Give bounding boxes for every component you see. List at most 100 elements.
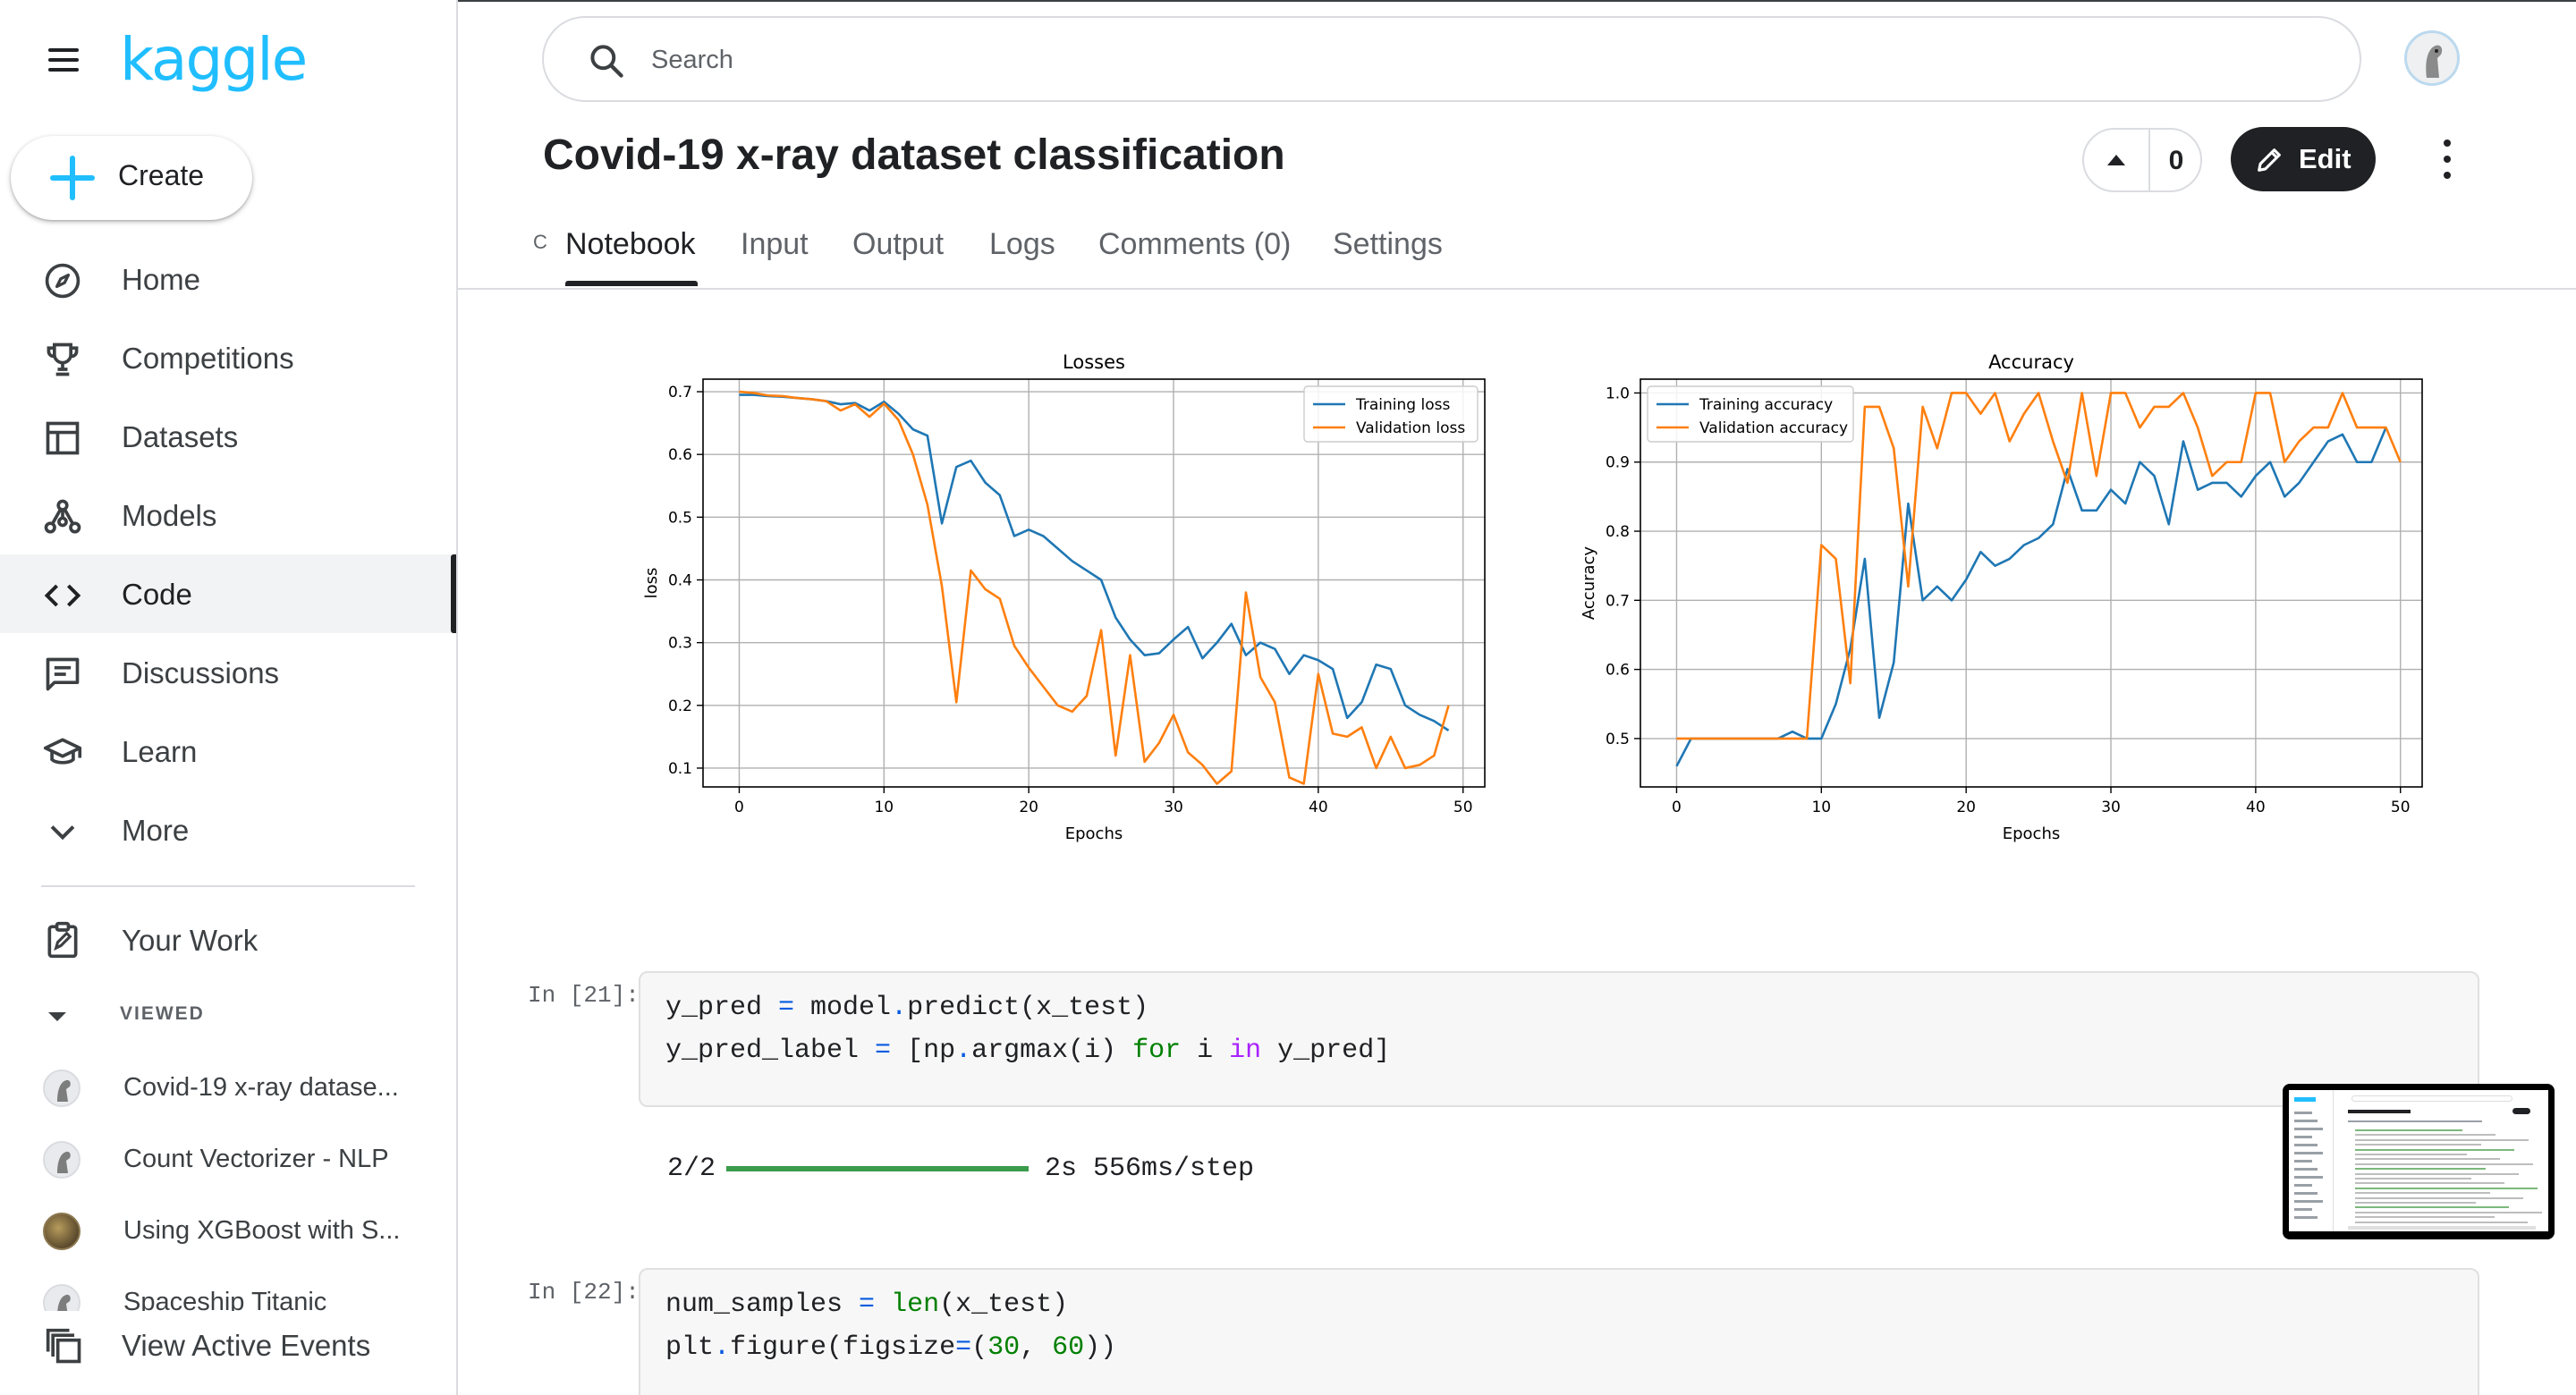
thumb-log-line [2355,1148,2514,1151]
tab-comments[interactable]: Comments (0) [1098,227,1292,261]
tab-logs[interactable]: Logs [989,227,1055,261]
code-line: num_samples = len(x_test) [665,1289,1068,1320]
viewed-item[interactable]: Count Vectorizer - NLP [0,1129,456,1191]
code-cell[interactable]: y_pred = model.predict(x_test) y_pred_lab… [639,971,2479,1107]
thumb-log-line [2355,1206,2509,1209]
code-token: num_samples [665,1289,860,1320]
sidebar-item-models[interactable]: Models [0,476,456,554]
thumb-log-line [2355,1192,2490,1195]
y-tick-label: 1.0 [1606,385,1630,402]
code-token: figure(figsize [730,1332,956,1363]
code-token: ( [971,1332,988,1363]
search-input[interactable] [651,39,2261,80]
tab-notebook[interactable]: Notebook [565,227,696,261]
chart-legend: Training accuracy Validation accuracy [1647,385,1854,443]
tab-input[interactable]: Input [741,227,809,261]
thumb-edit-button [2512,1108,2530,1114]
x-axis-label: Epochs [1065,824,1123,843]
viewed-item[interactable]: Using XGBoost with S... [0,1200,456,1263]
thumb-log-line [2355,1182,2504,1185]
code-cell[interactable]: num_samples = len(x_test) plt.figure(figs… [639,1268,2479,1395]
sidebar-item-label: Datasets [122,420,239,453]
create-button[interactable]: Create [11,136,252,220]
vote-count: 0 [2168,146,2184,175]
your-work-label: Your Work [122,924,258,957]
tab-scroll-prefix: C [533,231,547,253]
sidebar-item-your-work[interactable]: Your Work [0,900,456,979]
trophy-icon [47,342,79,376]
y-tick-label: 0.7 [668,384,692,402]
chart-legend: Training loss Validation loss [1303,385,1479,443]
more-options-icon[interactable] [2429,134,2465,184]
legend-label: Validation accuracy [1699,419,1848,437]
thumb-log-line [2355,1168,2486,1171]
kaggle-logo[interactable]: kaggle [120,25,308,94]
y-tick-label: 0.2 [668,698,692,715]
view-active-events-label: View Active Events [122,1329,371,1362]
code-token: . [955,1036,972,1066]
code-token: )) [1084,1332,1117,1363]
thumb-sidebar-line [2294,1112,2312,1114]
search-icon [590,45,623,78]
notebook-avatar [43,1141,80,1179]
code-token: argmax(i) [971,1036,1133,1066]
sidebar-item-home[interactable]: Home [0,240,456,318]
sidebar-item-datasets[interactable]: Datasets [0,397,456,476]
x-axis-label: Epochs [2003,824,2061,843]
legend-box [1303,385,1479,443]
code-token: . [891,993,908,1023]
x-tick-label: 10 [1811,799,1831,816]
code-line: plt.figure(figsize=(30, 60)) [665,1332,1116,1363]
discussion-icon [46,657,80,691]
view-active-events-button[interactable]: View Active Events [0,1311,456,1382]
thumb-sidebar-line [2294,1216,2318,1219]
y-axis-label: Accuracy [1580,546,1598,621]
thumb-log-line [2355,1211,2542,1213]
code-token: = [778,993,795,1023]
sidebar-item-learn[interactable]: Learn [0,712,456,790]
viewed-header: VIEWED [120,1003,205,1024]
thumb-sidebar-line [2294,1176,2323,1179]
code-token: len [891,1289,940,1320]
thumb-logo [2294,1097,2316,1102]
thumb-log-line [2355,1138,2529,1141]
y-tick-label: 0.1 [668,760,692,778]
progress-bar [726,1166,1029,1171]
code-token: y_pred_label [665,1036,876,1066]
thumb-sidebar-line [2294,1144,2318,1146]
notebook-avatar [43,1213,80,1250]
sidebar-divider [41,885,415,887]
sidebar-item-code[interactable]: Code [0,554,456,633]
search-bar[interactable] [542,16,2361,102]
y-tick-label: 0.5 [668,509,692,527]
sidebar-item-label: Models [122,499,217,532]
x-tick-label: 0 [734,799,744,816]
compass-icon [45,263,80,299]
viewed-item[interactable]: Covid-19 x-ray datase... [0,1057,456,1120]
code-line: y_pred_label = [np.argmax(i) for i in y_… [665,1036,1390,1066]
chart-losses: 0 10 20 30 40 50 0.1 0.2 0.3 0.4 0.5 0.6 0.7 Losses Ep… [642,351,1486,843]
hamburger-menu-icon[interactable] [45,45,84,75]
sidebar-item-discussions[interactable]: Discussions [0,633,456,712]
code-token: 30 [987,1332,1021,1363]
plot-area [1640,379,2422,787]
copy-layers-icon [46,1328,81,1364]
thumb-sidebar-line [2294,1200,2323,1203]
sidebar-item-more[interactable]: More [0,790,456,869]
x-tick-label: 50 [2391,799,2411,816]
tab-settings[interactable]: Settings [1333,227,1443,261]
code-token: model [794,993,892,1023]
sidebar-item-label: More [122,814,190,847]
tab-output[interactable]: Output [852,227,945,261]
sidebar-item-label: Discussions [122,656,280,689]
edit-button-label: Edit [2299,143,2351,174]
upvote-arrow-icon[interactable] [2084,130,2148,190]
user-avatar[interactable] [2404,30,2460,86]
edit-button[interactable]: Edit [2231,127,2376,191]
page-thumbnail-preview[interactable] [2283,1084,2555,1239]
caret-down-icon [48,1012,66,1021]
series-line-training-loss [739,393,1450,731]
sidebar-item-competitions[interactable]: Competitions [0,318,456,397]
thumb-sidebar [2289,1090,2334,1231]
x-tick-label: 0 [1672,799,1682,816]
